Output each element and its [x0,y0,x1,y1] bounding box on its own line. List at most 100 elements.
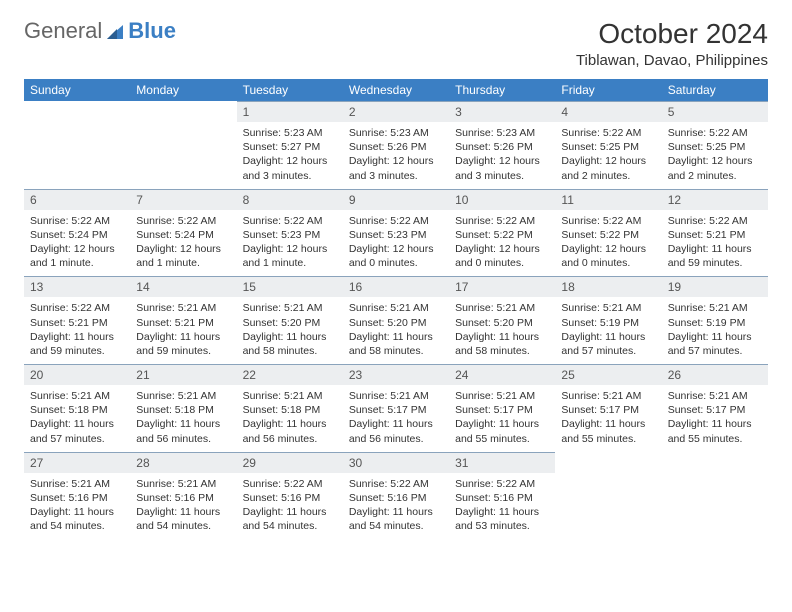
calendar-day-cell: 14Sunrise: 5:21 AMSunset: 5:21 PMDayligh… [130,276,236,364]
day-details: Sunrise: 5:23 AMSunset: 5:26 PMDaylight:… [343,122,449,189]
calendar-day-cell: 2Sunrise: 5:23 AMSunset: 5:26 PMDaylight… [343,101,449,189]
sunrise-text: Sunrise: 5:21 AM [561,301,655,315]
header: General Blue October 2024 Tiblawan, Dava… [24,18,768,69]
day-details: Sunrise: 5:23 AMSunset: 5:26 PMDaylight:… [449,122,555,189]
sunset-text: Sunset: 5:27 PM [243,140,337,154]
sunrise-text: Sunrise: 5:21 AM [561,389,655,403]
day-details: Sunrise: 5:21 AMSunset: 5:18 PMDaylight:… [24,385,130,452]
day-number: 18 [555,276,661,297]
day-details: Sunrise: 5:21 AMSunset: 5:19 PMDaylight:… [555,297,661,364]
day-header: Wednesday [343,79,449,101]
day-number: 6 [24,189,130,210]
sunrise-text: Sunrise: 5:21 AM [455,389,549,403]
day-details: Sunrise: 5:21 AMSunset: 5:16 PMDaylight:… [130,473,236,540]
day-number: 28 [130,452,236,473]
calendar-day-cell: 31Sunrise: 5:22 AMSunset: 5:16 PMDayligh… [449,452,555,540]
calendar-day-cell [130,101,236,189]
daylight-text: Daylight: 11 hours and 57 minutes. [668,330,762,358]
day-number: 26 [662,364,768,385]
daylight-text: Daylight: 12 hours and 0 minutes. [455,242,549,270]
sunrise-text: Sunrise: 5:21 AM [136,301,230,315]
calendar-week-row: 13Sunrise: 5:22 AMSunset: 5:21 PMDayligh… [24,276,768,364]
daylight-text: Daylight: 11 hours and 58 minutes. [349,330,443,358]
sunrise-text: Sunrise: 5:21 AM [455,301,549,315]
day-details: Sunrise: 5:21 AMSunset: 5:18 PMDaylight:… [130,385,236,452]
sunrise-text: Sunrise: 5:22 AM [30,214,124,228]
day-number: 3 [449,101,555,122]
daylight-text: Daylight: 11 hours and 54 minutes. [243,505,337,533]
sunset-text: Sunset: 5:16 PM [136,491,230,505]
sunset-text: Sunset: 5:21 PM [136,316,230,330]
calendar-day-cell: 20Sunrise: 5:21 AMSunset: 5:18 PMDayligh… [24,364,130,452]
sunrise-text: Sunrise: 5:21 AM [668,301,762,315]
day-number: 29 [237,452,343,473]
sunrise-text: Sunrise: 5:21 AM [243,389,337,403]
day-number: 25 [555,364,661,385]
sunrise-text: Sunrise: 5:22 AM [561,126,655,140]
sunrise-text: Sunrise: 5:21 AM [30,389,124,403]
daylight-text: Daylight: 11 hours and 54 minutes. [30,505,124,533]
daylight-text: Daylight: 11 hours and 59 minutes. [136,330,230,358]
daylight-text: Daylight: 11 hours and 55 minutes. [561,417,655,445]
daylight-text: Daylight: 11 hours and 58 minutes. [455,330,549,358]
day-details: Sunrise: 5:21 AMSunset: 5:20 PMDaylight:… [343,297,449,364]
daylight-text: Daylight: 11 hours and 56 minutes. [349,417,443,445]
sunrise-text: Sunrise: 5:22 AM [243,477,337,491]
day-details: Sunrise: 5:22 AMSunset: 5:16 PMDaylight:… [449,473,555,540]
day-header: Monday [130,79,236,101]
daylight-text: Daylight: 11 hours and 59 minutes. [30,330,124,358]
day-number: 30 [343,452,449,473]
day-details: Sunrise: 5:21 AMSunset: 5:17 PMDaylight:… [343,385,449,452]
calendar-day-cell: 23Sunrise: 5:21 AMSunset: 5:17 PMDayligh… [343,364,449,452]
daylight-text: Daylight: 11 hours and 55 minutes. [668,417,762,445]
day-details: Sunrise: 5:23 AMSunset: 5:27 PMDaylight:… [237,122,343,189]
sunrise-text: Sunrise: 5:22 AM [136,214,230,228]
sunrise-text: Sunrise: 5:22 AM [561,214,655,228]
sunset-text: Sunset: 5:19 PM [561,316,655,330]
day-number: 15 [237,276,343,297]
sunset-text: Sunset: 5:16 PM [30,491,124,505]
day-number: 21 [130,364,236,385]
calendar-day-cell: 18Sunrise: 5:21 AMSunset: 5:19 PMDayligh… [555,276,661,364]
sunrise-text: Sunrise: 5:22 AM [455,214,549,228]
daylight-text: Daylight: 11 hours and 56 minutes. [243,417,337,445]
day-details: Sunrise: 5:22 AMSunset: 5:22 PMDaylight:… [555,210,661,277]
sunset-text: Sunset: 5:23 PM [349,228,443,242]
sunset-text: Sunset: 5:21 PM [668,228,762,242]
daylight-text: Daylight: 11 hours and 58 minutes. [243,330,337,358]
calendar-table: Sunday Monday Tuesday Wednesday Thursday… [24,79,768,539]
sunset-text: Sunset: 5:20 PM [455,316,549,330]
sunset-text: Sunset: 5:20 PM [243,316,337,330]
day-number: 19 [662,276,768,297]
day-number: 7 [130,189,236,210]
sunset-text: Sunset: 5:16 PM [243,491,337,505]
day-details: Sunrise: 5:22 AMSunset: 5:16 PMDaylight:… [237,473,343,540]
sunset-text: Sunset: 5:18 PM [136,403,230,417]
calendar-week-row: 6Sunrise: 5:22 AMSunset: 5:24 PMDaylight… [24,189,768,277]
day-details: Sunrise: 5:22 AMSunset: 5:22 PMDaylight:… [449,210,555,277]
sunrise-text: Sunrise: 5:23 AM [455,126,549,140]
calendar-week-row: 20Sunrise: 5:21 AMSunset: 5:18 PMDayligh… [24,364,768,452]
calendar-day-cell: 9Sunrise: 5:22 AMSunset: 5:23 PMDaylight… [343,189,449,277]
sunrise-text: Sunrise: 5:21 AM [349,389,443,403]
calendar-day-cell: 22Sunrise: 5:21 AMSunset: 5:18 PMDayligh… [237,364,343,452]
calendar-day-cell [24,101,130,189]
daylight-text: Daylight: 12 hours and 0 minutes. [349,242,443,270]
day-details: Sunrise: 5:22 AMSunset: 5:25 PMDaylight:… [555,122,661,189]
sunset-text: Sunset: 5:17 PM [561,403,655,417]
calendar-day-cell: 28Sunrise: 5:21 AMSunset: 5:16 PMDayligh… [130,452,236,540]
daylight-text: Daylight: 12 hours and 1 minute. [30,242,124,270]
day-number: 31 [449,452,555,473]
calendar-week-row: 27Sunrise: 5:21 AMSunset: 5:16 PMDayligh… [24,452,768,540]
day-number: 11 [555,189,661,210]
sunrise-text: Sunrise: 5:22 AM [30,301,124,315]
sunrise-text: Sunrise: 5:21 AM [136,477,230,491]
day-header: Saturday [662,79,768,101]
day-details: Sunrise: 5:21 AMSunset: 5:17 PMDaylight:… [555,385,661,452]
sunrise-text: Sunrise: 5:21 AM [668,389,762,403]
sunrise-text: Sunrise: 5:22 AM [455,477,549,491]
sunrise-text: Sunrise: 5:23 AM [349,126,443,140]
sunset-text: Sunset: 5:23 PM [243,228,337,242]
day-details: Sunrise: 5:22 AMSunset: 5:21 PMDaylight:… [662,210,768,277]
logo-text-2: Blue [128,18,176,44]
